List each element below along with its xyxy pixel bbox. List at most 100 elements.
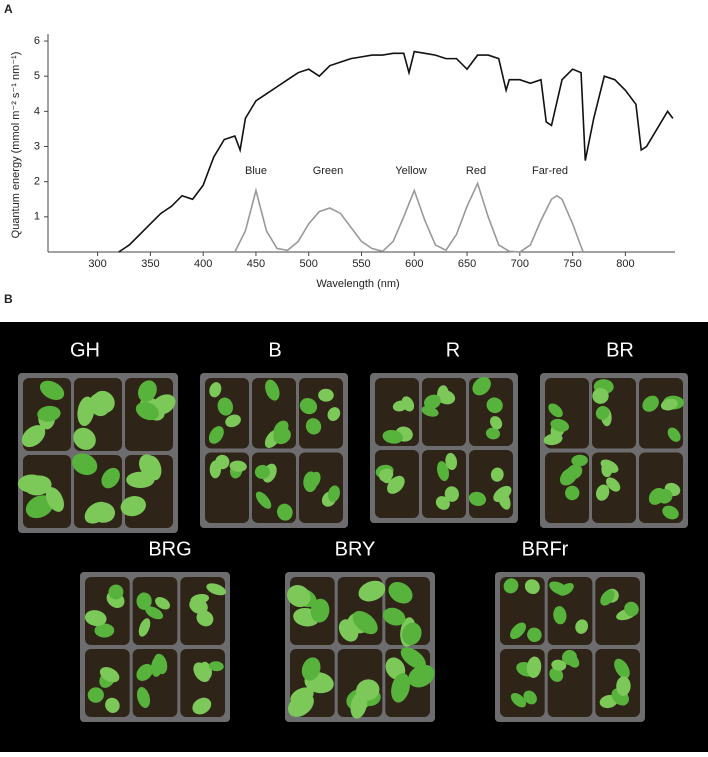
leaf <box>136 687 151 708</box>
leaf <box>524 579 540 595</box>
y-axis-label: Quantum energy (mmol m⁻² s⁻¹ nm⁻¹) <box>10 52 22 239</box>
leaf <box>105 697 120 713</box>
leaf <box>318 388 334 402</box>
leaf <box>596 484 610 501</box>
peak-label: Far-red <box>532 165 568 177</box>
leaf <box>299 398 318 415</box>
leaf <box>550 418 570 432</box>
leaf <box>510 622 527 640</box>
leaf <box>523 690 537 705</box>
leaf <box>485 427 500 440</box>
leaf <box>89 393 110 417</box>
leaf <box>490 467 504 482</box>
leaf <box>468 491 487 507</box>
panel-label: B <box>4 292 13 306</box>
treatment-label: BRY <box>335 538 376 560</box>
leaf <box>45 487 64 512</box>
x-axis-label: Wavelength (nm) <box>316 278 399 290</box>
leaf <box>526 656 542 678</box>
leaf <box>352 610 378 635</box>
leaf <box>600 459 619 473</box>
leaf <box>444 486 459 502</box>
leaf <box>549 581 569 596</box>
leaf <box>208 426 224 444</box>
leaf <box>379 468 394 482</box>
leaf <box>543 433 563 446</box>
leaf <box>553 606 567 625</box>
y-tick-label: 2 <box>34 176 40 188</box>
leaf <box>559 467 578 486</box>
leaf <box>648 487 666 505</box>
leaf <box>151 656 163 677</box>
leaf <box>290 687 314 705</box>
x-tick-label: 750 <box>563 258 581 270</box>
leaf <box>548 403 563 418</box>
leaf <box>135 401 159 421</box>
peak-label: Red <box>466 165 486 177</box>
leaf <box>25 495 54 519</box>
leaf <box>565 653 580 668</box>
leaf <box>273 420 289 437</box>
treatment-label: B <box>268 339 281 361</box>
leaf <box>356 679 380 701</box>
leaf <box>94 623 115 638</box>
treatment-label: GH <box>70 339 100 361</box>
treatment-label: BRFr <box>522 538 569 560</box>
leaf <box>225 414 241 428</box>
leaf <box>215 454 230 470</box>
leaf <box>510 692 527 708</box>
leaf <box>527 627 542 643</box>
leaf <box>301 657 321 681</box>
leaf <box>408 664 435 688</box>
leaf <box>84 610 107 627</box>
leaf <box>600 589 615 606</box>
x-tick-label: 500 <box>300 258 318 270</box>
leaf <box>196 610 214 627</box>
y-tick-label: 3 <box>34 140 40 152</box>
soil-cell <box>639 452 683 523</box>
x-tick-label: 800 <box>616 258 634 270</box>
leaf <box>73 427 96 450</box>
leaf <box>391 673 411 703</box>
leaf <box>120 496 146 517</box>
soil-cell <box>299 452 343 523</box>
x-tick-label: 600 <box>405 258 423 270</box>
peak-label: Blue <box>245 165 267 177</box>
leaf <box>595 406 610 420</box>
x-tick-label: 400 <box>194 258 212 270</box>
leaf <box>126 471 155 488</box>
leaf <box>21 425 46 448</box>
x-tick-label: 700 <box>511 258 529 270</box>
leaf <box>208 661 224 672</box>
leaf <box>192 697 212 715</box>
x-tick-label: 550 <box>352 258 370 270</box>
leaf <box>571 454 588 467</box>
x-tick-label: 300 <box>88 258 106 270</box>
x-tick-label: 650 <box>458 258 476 270</box>
y-tick-label: 1 <box>34 211 40 223</box>
leaf <box>435 496 450 510</box>
leaf <box>155 597 171 610</box>
leaf <box>206 583 227 596</box>
leaf <box>209 382 222 398</box>
leaf <box>624 601 639 617</box>
leaf <box>549 667 564 682</box>
leaf <box>493 485 512 502</box>
leaf <box>255 491 272 509</box>
leaf <box>87 687 104 703</box>
leaf <box>277 503 293 521</box>
treatment-label: BRG <box>148 538 191 560</box>
leaf <box>387 475 405 494</box>
spectrum-line <box>118 50 674 253</box>
leaf <box>136 663 153 681</box>
leaf <box>382 607 406 626</box>
leaf <box>402 622 422 646</box>
leaf <box>189 598 208 614</box>
leaf <box>71 453 98 476</box>
leaf <box>310 598 330 623</box>
treatment-label: R <box>446 339 460 361</box>
leaf <box>39 380 65 400</box>
y-tick-label: 4 <box>34 105 40 117</box>
leaf <box>327 485 340 502</box>
